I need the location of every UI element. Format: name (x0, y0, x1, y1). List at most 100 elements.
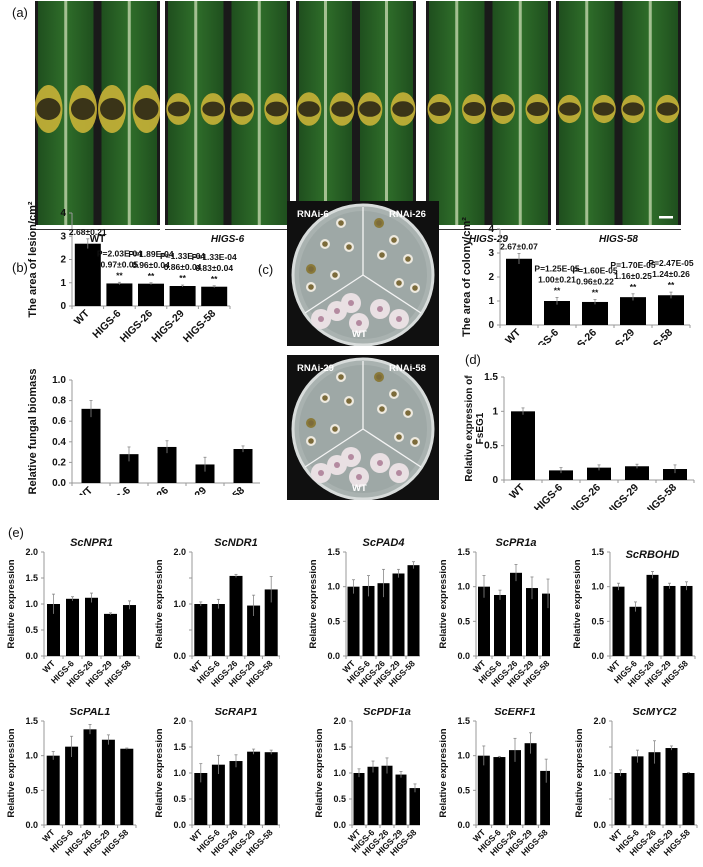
bar-wt (47, 604, 60, 656)
chart-title: ScERF1 (494, 708, 536, 718)
x-tick-label: HIGS-6 (528, 327, 561, 345)
bar-higs-58 (680, 585, 693, 656)
bar-higs-29 (104, 613, 117, 656)
leaf-group-higs-26 (296, 1, 416, 225)
annotation-p: P=1.33E-04 (192, 252, 237, 262)
lesion (100, 98, 125, 120)
leaf-midrib (518, 1, 522, 225)
bar-higs-26 (510, 572, 522, 656)
petri-plate-top-image (291, 203, 435, 347)
y-tick-label: 0.5 (333, 794, 346, 804)
annotation-sig: ** (592, 288, 599, 298)
plate-label-rnai-6: RNAi-6 (297, 209, 329, 220)
annotation-p: P=1.89E-04 (128, 249, 173, 259)
y-tick-label: 0.5 (457, 785, 470, 795)
annotation-mean: 0.86±0.04 (164, 262, 202, 272)
y-tick-label: 1.0 (327, 582, 340, 592)
plate-label-wt: WT (352, 329, 367, 340)
chart-title: ScRBOHD (626, 549, 680, 561)
chart-title: ScRAP1 (215, 708, 258, 718)
y-tick-label: 1.5 (457, 716, 470, 726)
x-tick-label: HIGS-58 (181, 308, 218, 345)
x-tick-label: HIGS-26 (134, 485, 171, 495)
petri-plate-bottom: RNAi-29 RNAi-58 WT (287, 355, 439, 501)
lesion (559, 102, 580, 116)
annotation-mean: 0.83±0.04 (195, 263, 233, 273)
y-tick-label: 1.0 (591, 582, 604, 592)
leaf-group-higs-58 (556, 1, 681, 225)
y-tick-label: 1.5 (327, 547, 340, 557)
x-tick-label: HIGS-26 (118, 308, 155, 345)
y-tick-label: 4 (488, 224, 494, 235)
annotation-sig: ** (116, 270, 123, 280)
y-tick-label: 2 (488, 272, 494, 283)
bar-higs-58 (233, 449, 253, 483)
bar-higs-29 (625, 466, 649, 480)
annotation-mean: 1.00±0.21 (538, 274, 576, 284)
lesion (70, 98, 95, 120)
annotation-sig: ** (630, 282, 637, 292)
leaf-group-wt (35, 1, 160, 225)
y-tick-label: 0.0 (173, 820, 186, 830)
bar-higs-26 (85, 597, 98, 656)
lesion (429, 102, 451, 116)
bar-higs-6 (494, 594, 506, 656)
bar-higs-29 (247, 605, 261, 656)
lesion (622, 102, 644, 116)
bar-wt (194, 773, 208, 825)
y-tick-label: 2 (60, 255, 66, 266)
y-tick-label: 0.5 (327, 616, 340, 626)
x-tick-label: WT (72, 307, 92, 327)
y-tick-label: 2.0 (593, 716, 606, 726)
leaf-group-higs-29 (426, 1, 551, 225)
annotation-p: P=1.60E-05 (572, 266, 617, 276)
lesion (359, 101, 381, 117)
plate-label-rnai-58: RNAi-58 (389, 363, 426, 374)
annotation-mean: 0.97±0.05 (101, 259, 139, 269)
y-tick-label: 1 (60, 278, 66, 289)
y-tick-label: 0.0 (457, 820, 470, 830)
scale-bar (659, 216, 673, 219)
bar-higs-29 (663, 585, 676, 656)
leaf-midrib (455, 1, 459, 225)
y-axis-label: The area of lesion/cm² (27, 201, 39, 317)
chart-b-biomass: 0.0 0.2 0.4 0.6 0.8 1.0 Relative fungal biomas… (27, 369, 260, 495)
y-tick-label: 1.5 (333, 742, 346, 752)
y-tick-label: 1.5 (173, 742, 186, 752)
leaf-midrib (194, 1, 198, 225)
annotation-p: P=2.03E-04 (97, 248, 142, 258)
panel-label-c: (c) (258, 262, 274, 277)
annotation-p: P=1.25E-05 (534, 263, 579, 273)
bar-higs-58 (120, 748, 134, 825)
y-tick-label: 0.0 (327, 651, 340, 661)
x-tick-label: HIGS-26 (566, 482, 603, 510)
y-tick-label: 1.0 (457, 582, 470, 592)
bar-higs-26 (587, 467, 611, 480)
lesion (36, 98, 61, 120)
y-tick-label: 1.5 (457, 547, 470, 557)
annotation-sig: ** (148, 271, 155, 281)
bar-higs-58 (409, 788, 420, 825)
y-axis-label: Relative expression (438, 728, 449, 817)
bar-higs-26 (229, 575, 243, 656)
sector-divider (362, 428, 422, 468)
annotation-mean: 2.68±0.21 (69, 227, 107, 237)
bar-higs-26 (83, 729, 97, 825)
leaf-group-underline (165, 229, 290, 230)
bar-higs-58 (123, 605, 136, 656)
y-tick-label: 4 (60, 208, 66, 219)
lesion (593, 102, 615, 116)
chart-e-rap1: 0.0 0.5 1.0 1.5 2.0 Relative expression ScRAP1… (154, 708, 280, 858)
bar-wt (511, 411, 535, 480)
y-axis-label: Relative expression (574, 728, 585, 817)
y-axis-label: Relative expression (6, 728, 17, 817)
bar-higs-26 (509, 750, 521, 825)
y-tick-label: 1 (488, 296, 494, 307)
bar-higs-26 (157, 446, 177, 483)
annotation-p: P=1.33E-04 (160, 251, 205, 261)
annotation-p: P=1.70E-05 (610, 260, 655, 270)
y-tick-label: 0.5 (25, 785, 38, 795)
